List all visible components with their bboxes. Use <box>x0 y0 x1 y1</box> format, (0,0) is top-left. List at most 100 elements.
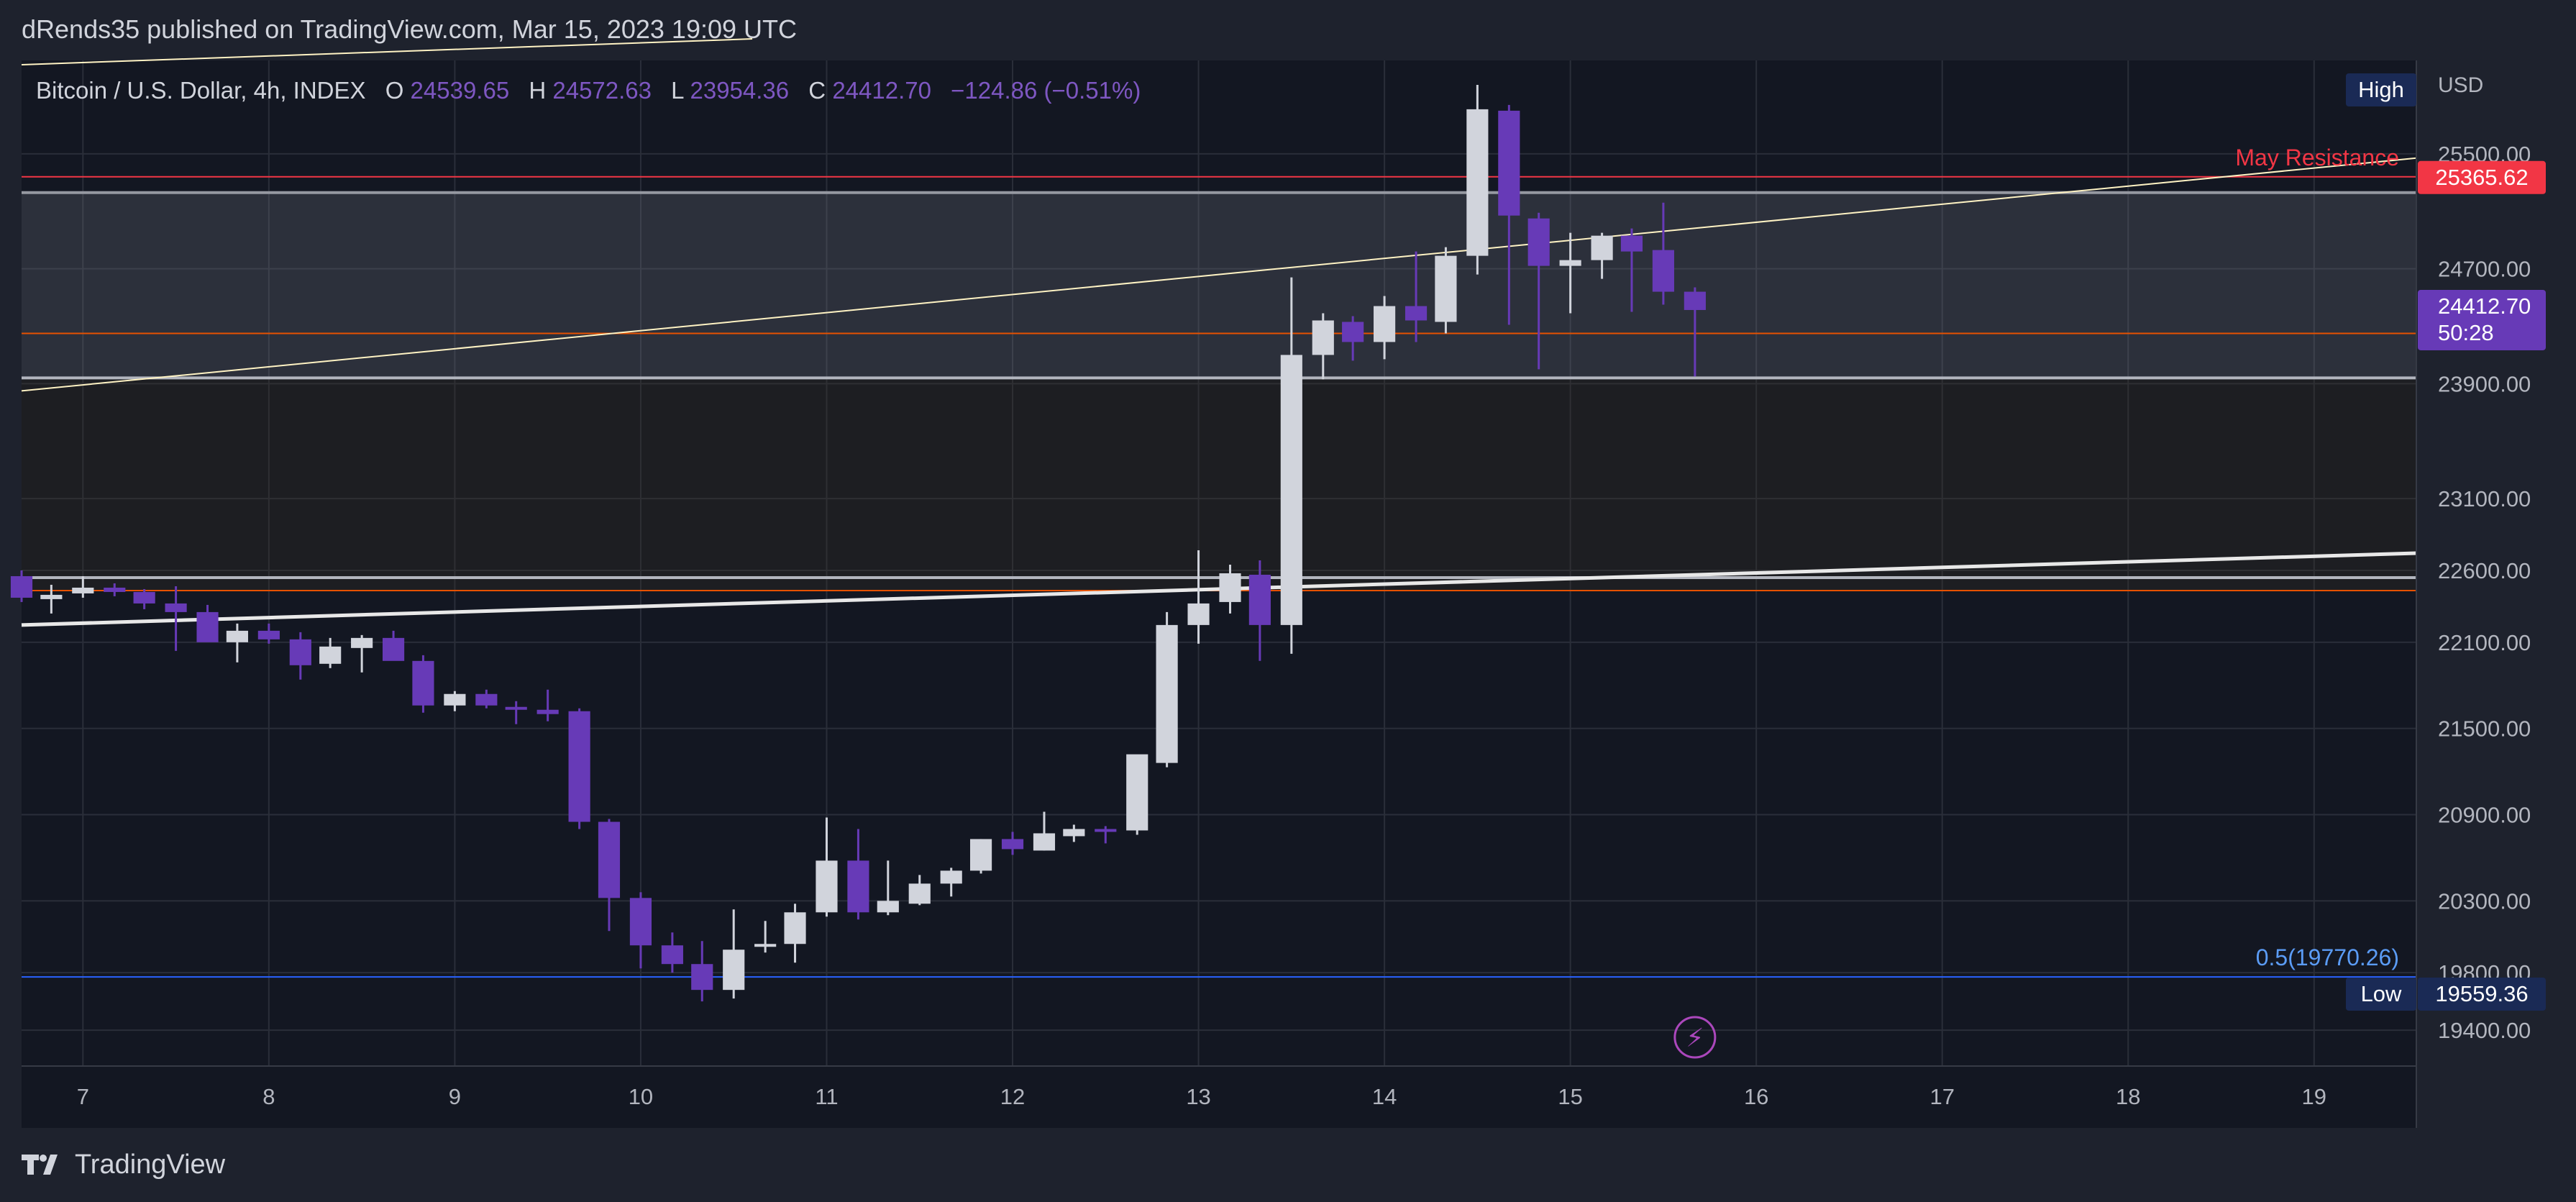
candle <box>1374 296 1396 360</box>
legend-l-value: 23954.36 <box>690 77 789 104</box>
time-tick-label: 11 <box>815 1084 838 1109</box>
chart-background <box>22 60 2416 1128</box>
candle-body <box>133 591 155 604</box>
line-labels: May Resistance 0.5(19770.26) <box>2235 145 2399 970</box>
candle <box>1342 316 1364 361</box>
legend-l-label: L <box>671 77 684 104</box>
time-tick-label: 18 <box>2116 1084 2140 1109</box>
trend-line <box>21 38 753 65</box>
candle <box>908 875 931 906</box>
candle-body <box>629 898 652 946</box>
high-tag <box>2346 73 2416 106</box>
candle-body <box>1342 322 1364 342</box>
candle <box>1405 251 1428 342</box>
line-label: May Resistance <box>2235 145 2399 170</box>
candle-body <box>444 693 466 706</box>
candle <box>661 932 683 973</box>
candle <box>784 903 806 963</box>
last-price-tag <box>2418 289 2546 350</box>
candle <box>1187 550 1210 644</box>
marker-circle <box>1673 1016 1717 1059</box>
trend-line <box>21 551 2417 627</box>
time-tick-label: 12 <box>1000 1084 1025 1109</box>
candle-body <box>1374 306 1396 342</box>
legend-symbol: Bitcoin / U.S. Dollar, 4h, INDEX <box>36 77 366 104</box>
candle-body <box>475 693 498 706</box>
candle-body <box>847 860 869 913</box>
candle <box>72 575 94 598</box>
candle <box>1280 277 1302 654</box>
time-tick-label: 16 <box>1744 1084 1768 1109</box>
legend-c-value: 24412.70 <box>832 77 931 104</box>
candle-body <box>104 587 126 592</box>
candle <box>723 909 745 999</box>
time-tick-label: 9 <box>449 1084 461 1109</box>
legend-h-label: H <box>529 77 546 104</box>
candle <box>568 708 590 829</box>
axis-unit-label: USD <box>2438 73 2483 97</box>
candle-body <box>536 709 559 714</box>
low-tag-label: Low <box>2361 981 2402 1006</box>
candle <box>940 868 962 897</box>
candle-body <box>351 637 373 648</box>
candle-body <box>289 639 311 665</box>
candle-body <box>1684 291 1706 310</box>
candle <box>1559 232 1581 314</box>
candle-body <box>877 901 899 913</box>
candle <box>475 689 498 709</box>
candle-body <box>10 575 33 598</box>
legend: Bitcoin / U.S. Dollar, 4h, INDEX O 24539… <box>36 77 1141 104</box>
candle-body <box>1652 250 1674 292</box>
resistance-price-tag <box>2418 160 2546 194</box>
low-price-tag <box>2418 978 2546 1011</box>
candle <box>257 623 280 644</box>
candle-body <box>816 860 838 913</box>
candle <box>104 583 126 596</box>
candle <box>1248 560 1271 661</box>
price-tick-label: 22100.00 <box>2438 630 2531 655</box>
candle-body <box>1312 320 1334 355</box>
time-tick-label: 14 <box>1372 1084 1397 1109</box>
candle <box>629 892 652 969</box>
price-tick-label: 23100.00 <box>2438 486 2531 511</box>
price-tick-label: 19400.00 <box>2438 1018 2531 1043</box>
horizontal-lines <box>22 176 2416 978</box>
time-tick-label: 17 <box>1929 1084 1954 1109</box>
candle <box>351 634 373 673</box>
last-price-value: 24412.70 <box>2438 293 2531 319</box>
candle-body <box>1033 833 1056 851</box>
high-tag-label: High <box>2358 77 2404 102</box>
candle-body <box>691 964 713 991</box>
candle-body <box>784 912 806 944</box>
footer[interactable]: TradingView <box>22 1147 225 1183</box>
candle-body <box>1126 754 1148 831</box>
candle <box>505 701 527 724</box>
candle-body <box>1559 260 1581 266</box>
candle <box>969 839 992 874</box>
footer-brand: TradingView <box>75 1149 226 1180</box>
candle-body <box>568 711 590 822</box>
lightning-icon: ⚡ <box>1673 1016 1717 1059</box>
low-price-value: 19559.36 <box>2435 981 2528 1006</box>
candle-body <box>598 821 621 898</box>
candle-body <box>754 944 777 947</box>
candle <box>1063 824 1085 842</box>
price-tick-label: 23900.00 <box>2438 371 2531 396</box>
candle-body <box>196 611 219 642</box>
candle-body <box>257 630 280 639</box>
candle <box>877 860 899 916</box>
candle <box>1312 313 1334 380</box>
candle <box>1156 611 1178 768</box>
time-tick-label: 13 <box>1186 1084 1210 1109</box>
candle <box>10 570 33 602</box>
legend-o-label: O <box>385 77 404 104</box>
candle <box>1684 287 1706 377</box>
candle-body <box>969 839 992 871</box>
marker-glyph: ⚡ <box>1686 1024 1704 1053</box>
zones <box>22 192 2416 591</box>
candle-body <box>1591 235 1613 260</box>
price-tick-label: 21500.00 <box>2438 716 2531 742</box>
candle-body <box>1280 355 1302 625</box>
